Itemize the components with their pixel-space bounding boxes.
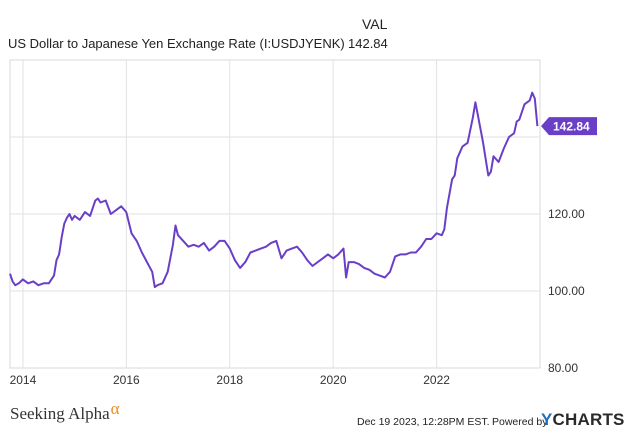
series-name[interactable]: US Dollar to Japanese Yen Exchange Rate …: [8, 36, 345, 51]
x-tick-label: 2014: [10, 373, 37, 387]
x-tick-label: 2020: [320, 373, 347, 387]
last-value-badge: 142.84: [541, 117, 597, 136]
y-tick-label: 120.00: [548, 207, 585, 221]
y-axis-ticks: 80.00 100.00 120.00: [548, 207, 585, 375]
ycharts-logo[interactable]: YCHARTS: [541, 410, 625, 430]
x-tick-label: 2016: [113, 373, 140, 387]
x-tick-label: 2022: [423, 373, 450, 387]
x-axis-ticks: 2014 2016 2018 2020 2022: [10, 373, 451, 387]
powered-by-label: Powered by: [492, 416, 548, 428]
series-line: [9, 91, 539, 289]
y-tick-label: 100.00: [548, 284, 585, 298]
alpha-mark: α: [110, 399, 120, 418]
ycharts-logo-y: Y: [541, 410, 553, 429]
brand-name: Seeking Alpha: [10, 404, 110, 423]
timestamp: Dec 19 2023, 12:28PM EST.: [357, 416, 490, 428]
seeking-alpha-logo[interactable]: Seeking Alphaα: [10, 399, 120, 424]
value-column-label: VAL: [362, 16, 388, 32]
grid: [9, 59, 541, 369]
last-value-label: 142.84: [553, 120, 590, 134]
y-tick-label: 80.00: [548, 361, 578, 375]
series-current-value: 142.84: [348, 36, 388, 51]
x-tick-label: 2018: [216, 373, 243, 387]
ycharts-logo-text: CHARTS: [552, 410, 625, 429]
last-value-badge-shape: [541, 117, 597, 136]
